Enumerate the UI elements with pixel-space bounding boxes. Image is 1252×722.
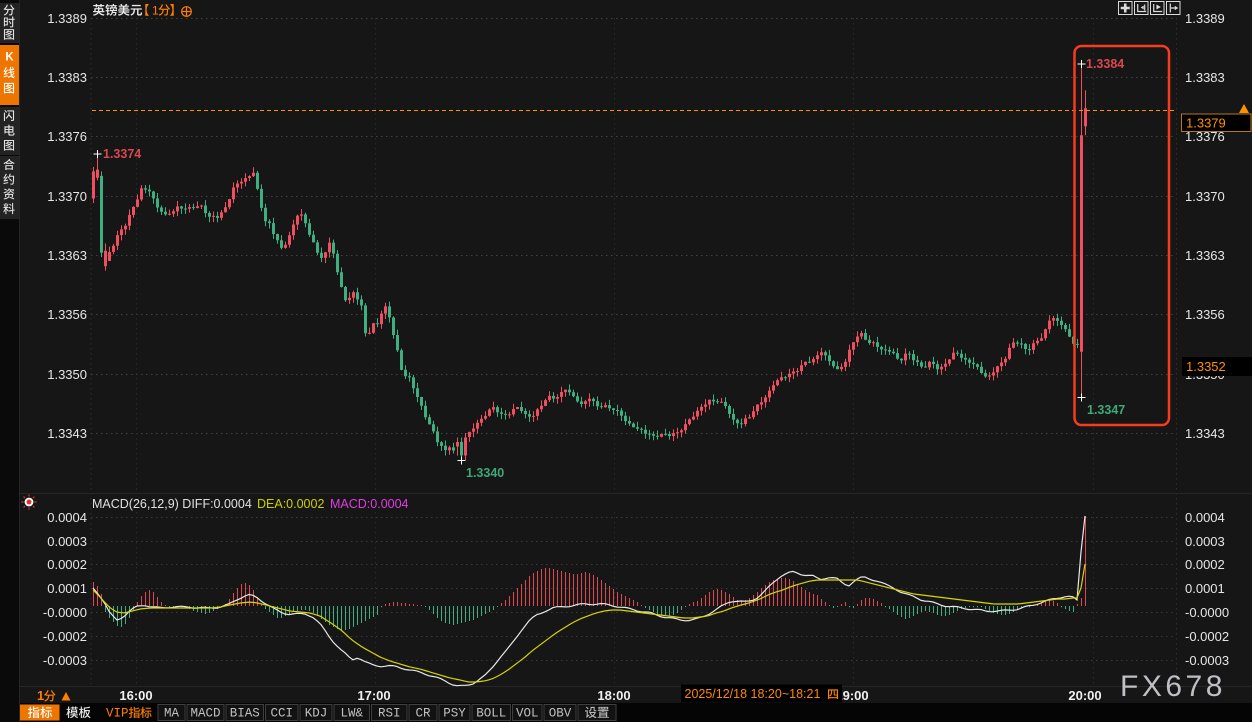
svg-text:1.3343: 1.3343: [1185, 426, 1225, 441]
svg-text:16:00: 16:00: [119, 688, 152, 703]
svg-text:0.0004: 0.0004: [1185, 510, 1225, 525]
svg-text:1.3376: 1.3376: [1185, 129, 1225, 144]
svg-text:-0.0002: -0.0002: [43, 629, 87, 644]
svg-text:-0.0003: -0.0003: [1185, 653, 1229, 668]
svg-text:KDJ: KDJ: [305, 707, 328, 721]
svg-text:MACD:0.0004: MACD:0.0004: [330, 497, 409, 511]
svg-text:MA: MA: [164, 707, 180, 721]
svg-text:19:00: 19:00: [835, 688, 868, 703]
svg-text:1.3340: 1.3340: [466, 466, 504, 480]
svg-text:VIP: VIP: [106, 707, 129, 721]
svg-text:PSY: PSY: [443, 707, 466, 721]
svg-text:1.3389: 1.3389: [47, 11, 87, 26]
svg-text:1.3383: 1.3383: [47, 70, 87, 85]
svg-text:0.0001: 0.0001: [1185, 581, 1225, 596]
svg-text:0.0004: 0.0004: [47, 510, 87, 525]
svg-text:1: 1: [37, 688, 44, 703]
svg-text:-0.0000: -0.0000: [1185, 605, 1229, 620]
svg-text:2025/12/18 18:20~18:21: 2025/12/18 18:20~18:21: [685, 687, 821, 701]
svg-text:1.3370: 1.3370: [47, 189, 87, 204]
svg-text:17:00: 17:00: [357, 688, 390, 703]
svg-text:1.3389: 1.3389: [1185, 11, 1225, 26]
svg-text:1.3376: 1.3376: [47, 129, 87, 144]
svg-text:-0.0002: -0.0002: [1185, 629, 1229, 644]
svg-text:MACD: MACD: [190, 707, 220, 721]
svg-text:0.0003: 0.0003: [47, 534, 87, 549]
svg-text:RSI: RSI: [378, 707, 401, 721]
svg-text:1.3363: 1.3363: [47, 248, 87, 263]
svg-text:CR: CR: [415, 707, 431, 721]
svg-text:1.3384: 1.3384: [1086, 57, 1124, 71]
svg-text:1.3363: 1.3363: [1185, 248, 1225, 263]
svg-text:1.3370: 1.3370: [1185, 189, 1225, 204]
svg-text:0.0002: 0.0002: [1185, 557, 1225, 572]
svg-text:1.3383: 1.3383: [1185, 70, 1225, 85]
svg-text:-0.0000: -0.0000: [43, 605, 87, 620]
svg-text:BOLL: BOLL: [476, 707, 506, 721]
svg-text:BIAS: BIAS: [230, 707, 260, 721]
svg-text:CCI: CCI: [271, 707, 294, 721]
svg-text:0.0003: 0.0003: [1185, 534, 1225, 549]
svg-text:FX678: FX678: [1120, 670, 1226, 703]
svg-text:DEA:0.0002: DEA:0.0002: [257, 497, 324, 511]
svg-text:1.3350: 1.3350: [47, 367, 87, 382]
svg-text:LW&: LW&: [341, 707, 364, 721]
svg-text:MACD(26,12,9) DIFF:0.0004: MACD(26,12,9) DIFF:0.0004: [92, 497, 252, 511]
svg-text:-0.0003: -0.0003: [43, 653, 87, 668]
svg-text:1.3356: 1.3356: [1185, 307, 1225, 322]
svg-text:20:00: 20:00: [1068, 688, 1101, 703]
svg-text:VOL: VOL: [516, 707, 539, 721]
svg-text:1.3374: 1.3374: [103, 147, 141, 161]
svg-text:1.3379: 1.3379: [1186, 116, 1226, 131]
svg-text:OBV: OBV: [549, 707, 572, 721]
svg-text:18:00: 18:00: [597, 688, 630, 703]
svg-text:1.3347: 1.3347: [1087, 403, 1125, 417]
svg-text:0.0002: 0.0002: [47, 557, 87, 572]
svg-text:1.3356: 1.3356: [47, 307, 87, 322]
svg-text:1.3352: 1.3352: [1186, 359, 1226, 374]
svg-text:K: K: [5, 52, 14, 64]
svg-text:1.3343: 1.3343: [47, 426, 87, 441]
svg-text:1: 1: [152, 4, 159, 18]
svg-text:0.0001: 0.0001: [47, 581, 87, 596]
